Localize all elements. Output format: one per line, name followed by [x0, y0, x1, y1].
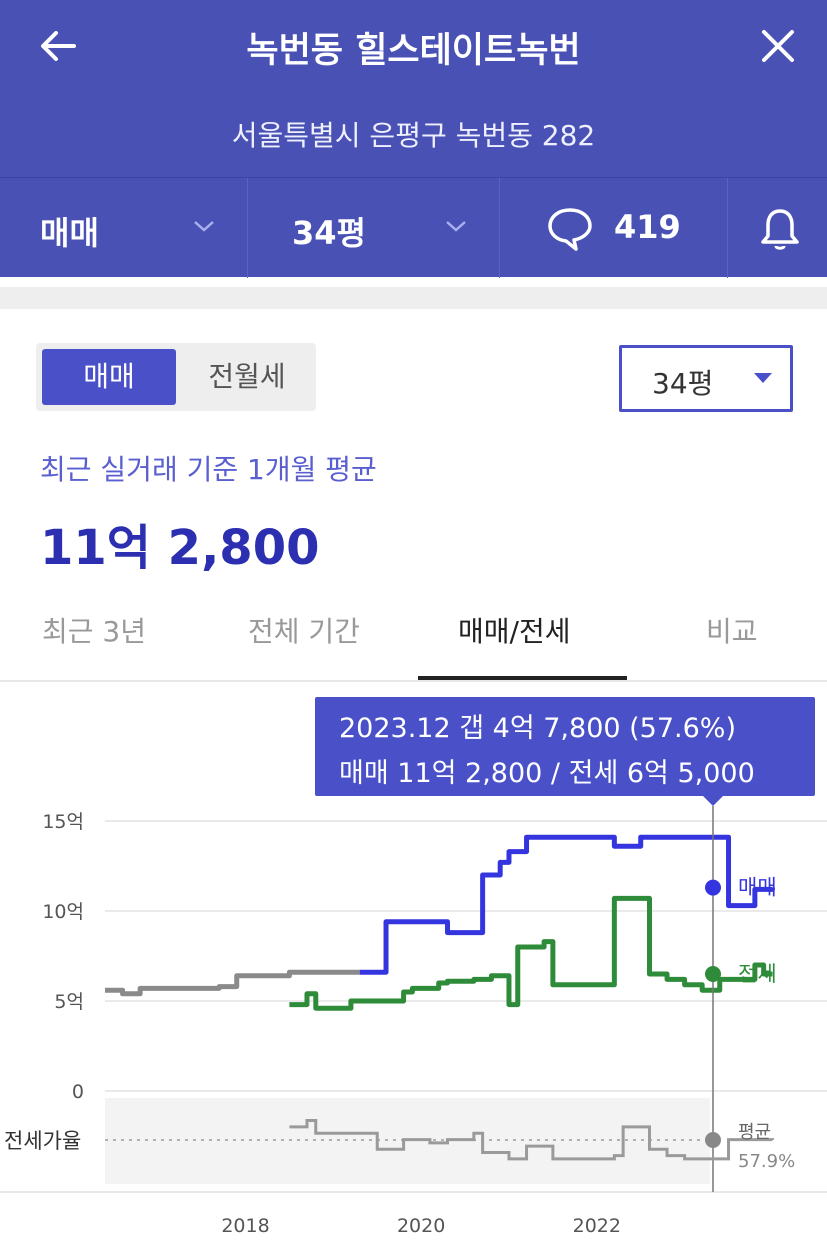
trade-segment-control: 매매 전월세	[36, 343, 316, 411]
bell-icon	[761, 209, 799, 250]
dropdown-triangle-icon	[754, 373, 772, 383]
ratio-end-point	[705, 1132, 721, 1148]
header-toolbar: 매매 34평 419	[0, 177, 827, 278]
average-price: 11억 2,800	[40, 520, 320, 576]
size-select[interactable]: 34평	[619, 345, 793, 412]
sale-series-label: 매매	[738, 876, 777, 900]
tab-compare[interactable]: 비교	[706, 615, 758, 648]
comment-count: 419	[614, 208, 681, 246]
sale-end-point	[705, 879, 721, 896]
active-tab-indicator	[418, 676, 627, 680]
period-tabs: 최근 3년 전체 기간 매매/전세 비교	[0, 600, 827, 682]
y-tick-label: 5억	[54, 991, 84, 1013]
ratio-series-line	[289, 1118, 774, 1161]
segment-sale[interactable]: 매매	[42, 349, 176, 405]
trade-type-label: 매매	[40, 214, 99, 252]
notification-button[interactable]	[728, 178, 827, 278]
speech-bubble-icon	[548, 208, 592, 251]
y-tick-label: 10억	[42, 901, 84, 923]
size-label: 34평	[292, 214, 366, 252]
comments-button[interactable]: 419	[500, 178, 728, 278]
page-title: 녹번동 힐스테이트녹번	[246, 31, 581, 71]
chevron-down-icon	[194, 221, 214, 232]
segment-rent[interactable]: 전월세	[208, 360, 286, 393]
jeonse-series-line	[289, 895, 773, 1011]
ratio-average-value: 57.9%	[738, 1151, 795, 1172]
x-tick-label: 2020	[397, 1215, 445, 1237]
address-text: 서울특별시 은평구 녹번동 282	[231, 119, 596, 152]
size-select-label: 34평	[652, 367, 714, 400]
ratio-average-label: 평균	[738, 1122, 771, 1143]
ratio-panel-label: 전세가율	[4, 1129, 81, 1153]
price-basis-note: 최근 실거래 기준 1개월 평균	[40, 453, 377, 486]
back-arrow-icon[interactable]	[36, 24, 80, 68]
tab-all-period[interactable]: 전체 기간	[248, 615, 360, 648]
x-tick-label: 2018	[221, 1215, 269, 1237]
history-series-line	[105, 969, 360, 997]
tooltip-price-line: 매매 11억 2,800 / 전세 6억 5,000	[339, 758, 755, 789]
chart-tooltip: 2023.12 갭 4억 7,800 (57.6%) 매매 11억 2,800 …	[315, 697, 815, 806]
close-icon[interactable]	[756, 24, 800, 68]
x-tick-label: 2022	[573, 1215, 621, 1237]
jeonse-end-point	[705, 966, 721, 982]
tooltip-gap-line: 2023.12 갭 4억 7,800 (57.6%)	[339, 713, 736, 744]
y-tick-label: 15억	[42, 811, 84, 833]
jeonse-series-label: 전세	[738, 962, 777, 986]
tooltip-pointer	[703, 796, 723, 806]
sale-series-line	[359, 834, 775, 975]
chevron-down-icon	[446, 221, 466, 232]
tab-recent-3y[interactable]: 최근 3년	[42, 615, 146, 648]
app-header: 녹번동 힐스테이트녹번 서울특별시 은평구 녹번동 282 매매 34평 419	[0, 0, 827, 278]
y-tick-label: 0	[72, 1081, 84, 1103]
trade-type-dropdown[interactable]: 매매	[0, 178, 248, 278]
tab-sale-jeonse[interactable]: 매매/전세	[458, 615, 571, 648]
size-dropdown[interactable]: 34평	[248, 178, 500, 278]
section-divider	[0, 287, 827, 309]
